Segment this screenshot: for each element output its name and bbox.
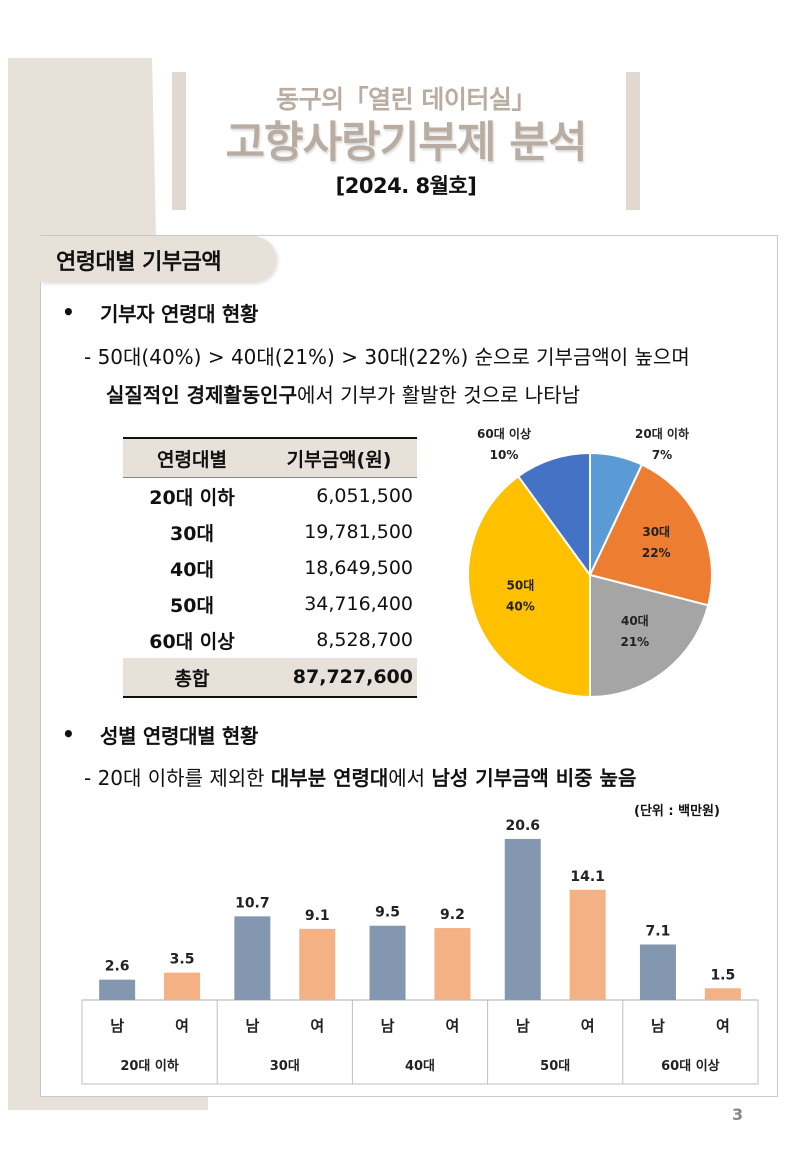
- item2-line-mid: 에서: [388, 766, 432, 790]
- pie-slice: [467, 474, 591, 699]
- table-header-amount: 기부금액(원): [261, 437, 417, 478]
- item1-line2-bold: 실질적인 경제활동인구: [106, 383, 297, 407]
- section-title: 연령대별 기부금액: [56, 250, 222, 275]
- series-tick-label: 여: [716, 1017, 730, 1035]
- bar-value-label: 20.6: [505, 818, 540, 834]
- item1-line2-rest: 에서 기부가 활발한 것으로 나타남: [296, 383, 580, 407]
- pie-slice: [589, 573, 710, 699]
- series-tick-label: 남: [381, 1017, 395, 1035]
- table-cell-age: 40대: [170, 558, 214, 581]
- pie-value-label: 21%: [620, 635, 649, 649]
- series-tick-label: 남: [245, 1017, 259, 1035]
- item1-line1: - 50대(40%) > 40대(21%) > 30대(22%) 순으로 기부금…: [84, 345, 690, 369]
- table-row: 30대 19,781,500: [123, 514, 417, 550]
- section-tab: [40, 236, 276, 282]
- bar-value-label: 9.2: [440, 907, 465, 923]
- header-bar-left: [172, 72, 186, 210]
- table-total-amount: 87,727,600: [261, 658, 417, 698]
- bullet-marker: •: [62, 722, 75, 746]
- table-cell-amount: 18,649,500: [304, 557, 413, 579]
- header-subtitle: 동구의「열린 데이터실」: [276, 85, 536, 114]
- bar-female: [704, 988, 741, 1000]
- header-bar-right: [626, 72, 640, 210]
- table-row: 60대 이상 8,528,700: [123, 622, 417, 658]
- table-cell-amount: 8,528,700: [316, 629, 413, 651]
- bar-value-label: 7.1: [646, 923, 671, 939]
- pie-label: 20대 이하: [635, 426, 689, 441]
- bar-value-label: 3.5: [170, 952, 195, 968]
- bar-chart-svg: 2.6 남 3.5 여 20대 이하 10.7 남 9.1 여 30대 9.5 남 9.2 여 40대 20.…: [81, 818, 759, 1085]
- bar-female: [164, 972, 201, 1000]
- pie-value-label: 22%: [642, 546, 671, 560]
- bar-value-label: 9.1: [305, 908, 330, 924]
- table-row: 40대 18,649,500: [123, 550, 417, 586]
- table-header-row: 연령대별 기부금액(원): [123, 437, 417, 478]
- item1-line2: 실질적인 경제활동인구에서 기부가 활발한 것으로 나타남: [106, 379, 580, 408]
- unit-label: (단위 : 백만원): [634, 804, 720, 819]
- pie-label: 40대: [621, 614, 649, 628]
- bar-male: [234, 916, 271, 1000]
- pie-label: 30대: [642, 525, 670, 539]
- category-table-frame: [81, 999, 759, 1085]
- pie-label: 50대: [507, 579, 535, 593]
- page-number: 3: [732, 1105, 744, 1124]
- gender-bar-chart: 2.6 남 3.5 여 20대 이하 10.7 남 9.1 여 30대 9.5 남 9.2 여 40대 20.…: [40, 810, 776, 1100]
- bullet-marker: •: [62, 300, 75, 324]
- table-cell-amount: 6,051,500: [316, 485, 413, 507]
- table-header-age: 연령대별: [123, 437, 261, 478]
- pie-value-label: 7%: [652, 448, 672, 462]
- group-label: 30대: [270, 1059, 300, 1074]
- table-cell-age: 30대: [170, 522, 214, 545]
- table-cell-age: 20대 이하: [149, 486, 235, 509]
- series-tick-label: 여: [310, 1017, 324, 1035]
- series-tick-label: 여: [175, 1017, 189, 1035]
- bar-female: [569, 889, 606, 1000]
- header-panel: [172, 72, 640, 210]
- age-pie-chart: 20대 이하 7% 30대 22% 40대 21% 50대 40% 60대 이상 10%: [460, 420, 730, 710]
- pie-label: 60대 이상: [477, 426, 531, 441]
- bar-male: [99, 979, 136, 1000]
- item2-heading: 성별 연령대별 현황: [100, 724, 259, 748]
- table-total-row: 총합 87,727,600: [123, 658, 417, 698]
- series-tick-label: 여: [581, 1017, 595, 1035]
- series-tick-label: 여: [446, 1017, 460, 1035]
- bar-value-label: 9.5: [375, 905, 400, 921]
- table-cell-age: 60대 이상: [149, 630, 235, 653]
- item2-line-bold1: 대부분 연령대: [270, 766, 389, 790]
- table-total-label: 총합: [123, 658, 261, 698]
- table-cell-age: 50대: [170, 594, 214, 617]
- bar-female: [434, 928, 471, 1000]
- table-row: 50대 34,716,400: [123, 586, 417, 622]
- bar-value-label: 10.7: [235, 895, 270, 911]
- pie-value-label: 40%: [506, 600, 535, 614]
- bar-value-label: 14.1: [570, 869, 605, 885]
- bar-male: [369, 925, 406, 1000]
- bar-value-label: 2.6: [105, 959, 130, 975]
- series-tick-label: 남: [516, 1017, 530, 1035]
- amount-table: 연령대별 기부금액(원) 20대 이하 6,051,500 30대 19,781…: [123, 437, 417, 698]
- bar-male: [504, 838, 541, 1000]
- pie-chart-svg: 20대 이하 7% 30대 22% 40대 21% 50대 40% 60대 이상 10%: [467, 426, 713, 699]
- pie-slice: [588, 463, 713, 607]
- item2-line-prefix: - 20대 이하를 제외한: [84, 766, 271, 790]
- group-label: 40대: [405, 1059, 435, 1074]
- bar-value-label: 1.5: [710, 967, 735, 983]
- table-row: 20대 이하 6,051,500: [123, 478, 417, 515]
- table-cell-amount: 34,716,400: [304, 593, 413, 615]
- item2-line: - 20대 이하를 제외한 대부분 연령대에서 남성 기부금액 비중 높음: [84, 762, 636, 791]
- series-tick-label: 남: [110, 1017, 124, 1035]
- series-tick-label: 남: [651, 1017, 665, 1035]
- table-cell-amount: 19,781,500: [304, 521, 413, 543]
- pie-value-label: 10%: [490, 448, 519, 462]
- item2-line-bold2: 남성 기부금액 비중 높음: [431, 766, 637, 790]
- bar-female: [299, 928, 336, 1000]
- item1-heading: 기부자 연령대 현황: [100, 302, 259, 326]
- group-label: 60대 이상: [661, 1058, 720, 1074]
- group-label: 20대 이하: [120, 1058, 179, 1074]
- pie-slice: [516, 451, 591, 579]
- page-title: 고향사랑기부제 분석: [225, 118, 587, 168]
- group-label: 50대: [540, 1059, 570, 1074]
- bar-male: [639, 944, 676, 1000]
- issue-date: [2024. 8월호]: [335, 174, 477, 198]
